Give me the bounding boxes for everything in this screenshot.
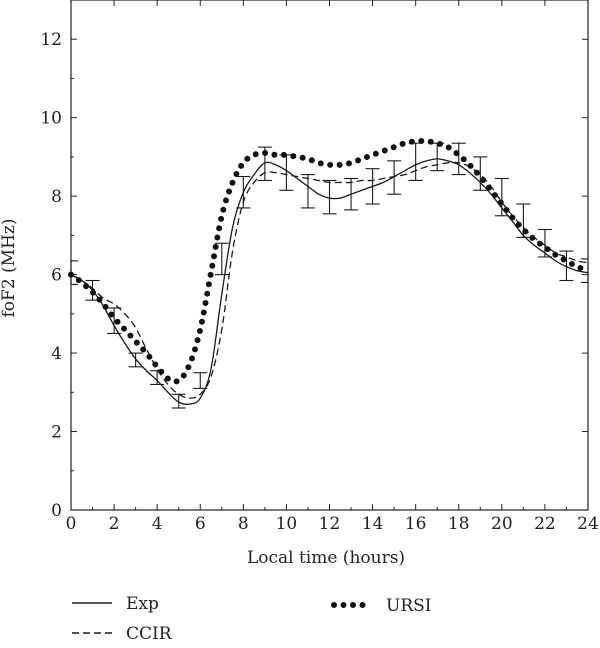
- legend-item-ursi: URSI: [331, 596, 432, 616]
- legend: Exp CCIR URSI: [72, 594, 432, 644]
- error-bar: [494, 177, 509, 217]
- error-bar: [322, 179, 337, 215]
- plot-frame: [70, 0, 589, 511]
- error-bar: [193, 372, 208, 389]
- error-bar: [430, 142, 445, 172]
- error-bar: [451, 142, 466, 176]
- legend-label-ccir: CCIR: [126, 624, 173, 644]
- series-line-ccir: [70, 161, 589, 399]
- x-tick-label: 6: [195, 514, 206, 534]
- y-axis-label: foF2 (MHz): [0, 219, 19, 318]
- error-bars: [70, 142, 589, 409]
- error-bar: [171, 393, 186, 409]
- x-axis-label: Local time (hours): [247, 548, 405, 568]
- error-bar: [559, 250, 574, 282]
- y-tick-label: 12: [40, 30, 62, 50]
- x-tick-label: 0: [66, 514, 77, 534]
- axes: [70, 0, 589, 511]
- error-bar: [581, 258, 589, 284]
- x-tick-label: 10: [276, 514, 298, 534]
- x-tick-label: 14: [362, 514, 384, 534]
- error-bar: [214, 242, 229, 276]
- y-tick-label: 8: [51, 187, 62, 207]
- y-tick-label: 6: [51, 266, 62, 286]
- error-bar: [408, 142, 423, 182]
- x-tick-label: 20: [491, 514, 513, 534]
- error-bar: [300, 174, 315, 209]
- legend-label-exp: Exp: [126, 594, 159, 614]
- x-tick-label: 4: [152, 514, 163, 534]
- x-tick-label: 16: [405, 514, 427, 534]
- error-bar: [279, 154, 294, 191]
- x-tick-label: 8: [238, 514, 249, 534]
- y-tick-label: 2: [51, 423, 62, 443]
- legend-item-ccir: CCIR: [72, 624, 173, 644]
- series-line-exp: [70, 158, 589, 405]
- x-tick-label: 12: [319, 514, 341, 534]
- series-lines: [68, 137, 591, 405]
- series-line-ursi: [68, 137, 591, 385]
- x-tick-label: 2: [109, 514, 120, 534]
- y-tick-label: 4: [51, 344, 62, 364]
- y-tick-label: 10: [40, 109, 62, 129]
- legend-item-exp: Exp: [72, 594, 159, 614]
- error-bar: [387, 160, 402, 195]
- x-tick-label: 24: [577, 514, 599, 534]
- x-tick-label: 18: [448, 514, 470, 534]
- y-tick-label: 0: [51, 501, 62, 521]
- legend-label-ursi: URSI: [386, 596, 432, 616]
- x-tick-label: 22: [534, 514, 556, 534]
- error-bar: [473, 156, 488, 191]
